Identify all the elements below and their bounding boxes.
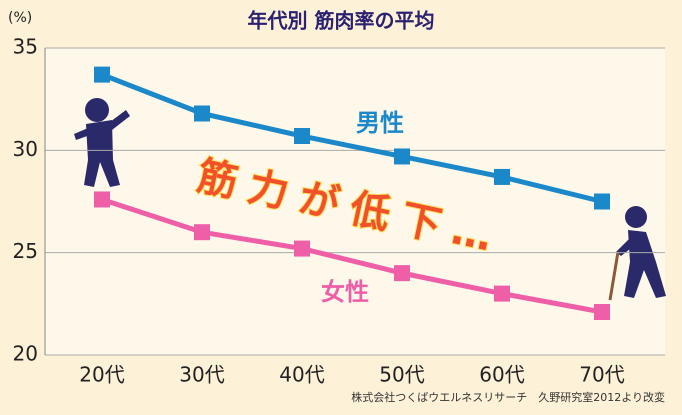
series-label: 女性 [321,278,369,306]
x-tick-label: 60代 [479,363,524,387]
y-tick-label: 25 [13,239,38,263]
page: 年代別 筋肉率の平均 (%) 株式会社つくばウエルネスリサーチ 久野研究室201… [0,0,682,415]
marker [394,148,410,164]
chart-title: 年代別 筋肉率の平均 [248,9,435,33]
marker [194,224,210,240]
marker [494,169,510,185]
y-tick-label: 20 [13,342,38,366]
marker [394,265,410,281]
y-axis-label: (%) [8,10,32,26]
x-tick-label: 50代 [379,363,424,387]
x-tick-label: 30代 [179,363,224,387]
series-label: 男性 [356,109,404,137]
marker [594,194,610,210]
marker [94,191,110,207]
marker [94,67,110,83]
marker [494,286,510,302]
x-tick-label: 20代 [79,363,124,387]
y-tick-label: 35 [13,35,38,59]
source: 株式会社つくばウエルネスリサーチ 久野研究室2012より改変 [351,390,665,404]
marker [294,128,310,144]
x-tick-label: 70代 [579,363,624,387]
y-tick-label: 30 [13,137,38,161]
marker [294,241,310,257]
x-tick-label: 40代 [279,363,324,387]
marker [194,105,210,121]
marker [594,304,610,320]
chart: 年代別 筋肉率の平均 (%) 株式会社つくばウエルネスリサーチ 久野研究室201… [0,0,682,415]
